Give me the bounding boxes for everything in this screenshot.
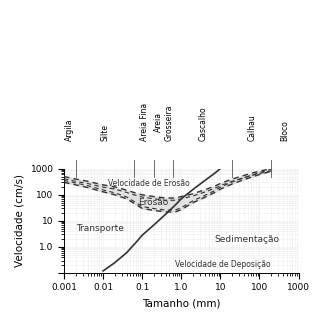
Text: Transporte: Transporte: [76, 224, 124, 233]
Text: Areia
Grosseira: Areia Grosseira: [154, 104, 173, 141]
Text: Argila: Argila: [65, 118, 74, 141]
Text: Sedimentação: Sedimentação: [214, 234, 279, 244]
Text: Erosão: Erosão: [138, 198, 169, 207]
Text: Areia Fina: Areia Fina: [140, 102, 149, 141]
Text: Velocidade de Erosão: Velocidade de Erosão: [108, 179, 189, 188]
Text: Cascalho: Cascalho: [198, 106, 207, 141]
Text: Silte: Silte: [100, 123, 110, 141]
Y-axis label: Velocidade (cm/s): Velocidade (cm/s): [15, 174, 25, 267]
Text: Velocidade de Deposição: Velocidade de Deposição: [175, 260, 271, 269]
X-axis label: Tamanho (mm): Tamanho (mm): [142, 298, 220, 308]
Text: Bloco: Bloco: [280, 120, 289, 141]
Text: Calhau: Calhau: [247, 114, 256, 141]
